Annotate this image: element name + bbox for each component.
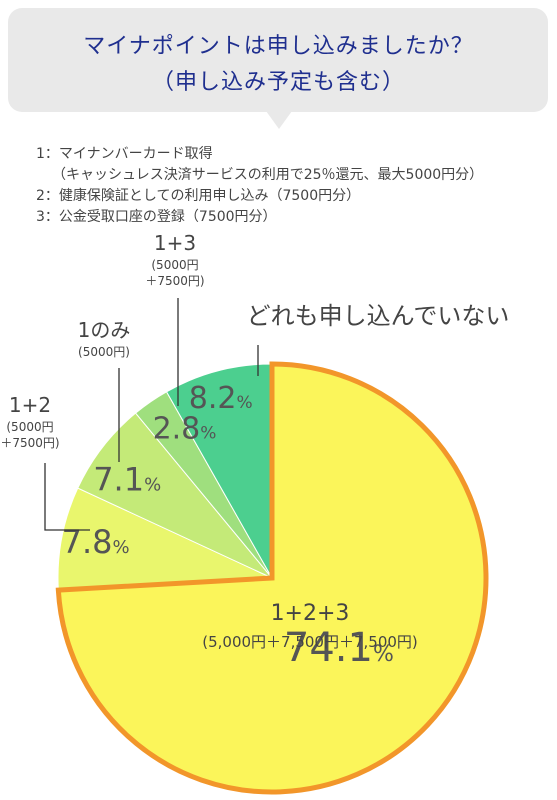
- leader-line-1: [44, 463, 90, 531]
- slice-value-2: 7.1%: [93, 461, 161, 499]
- note-item-1-detail: （キャッシュレス決済サービスの利用で25％還元、最大5000円分）: [52, 167, 484, 183]
- pie-slice-4: [165, 363, 273, 580]
- slice-label-4: どれも申し込んでいない: [247, 302, 510, 330]
- note-item-1: 1：マイナンバーカード取得: [36, 146, 213, 162]
- question-subtitle: （申し込み予定も含む）: [151, 70, 405, 95]
- slice-detail-3-1: ＋7500円): [145, 274, 204, 288]
- slice-value-4: 8.2%: [189, 381, 253, 416]
- slice-label-1: 1+2: [9, 393, 51, 417]
- slice-value-0: 74.1%: [284, 625, 394, 671]
- slice-detail-0: (5,000円＋7,500円＋7,500円): [202, 633, 418, 651]
- slice-label-2: 1のみ: [78, 318, 131, 342]
- slice-detail-1-0: (5000円: [6, 420, 53, 434]
- slice-detail-1-1: ＋7500円): [0, 436, 59, 450]
- slice-detail-2-0: (5000円): [78, 345, 130, 359]
- slice-label-0: 1+2+3: [271, 601, 350, 626]
- note-item-3: 3：公金受取口座の登録（7500円分）: [36, 209, 277, 225]
- slice-detail-3-0: (5000円: [151, 258, 198, 272]
- slice-label-3: 1+3: [154, 231, 196, 255]
- note-item-2: 2：健康保険証としての利用申し込み（7500円分）: [36, 188, 361, 204]
- question-title: マイナポイントは申し込みましたか？: [83, 34, 474, 59]
- pie-slice-0: [55, 361, 489, 795]
- slice-value-3: 2.8%: [153, 411, 217, 446]
- question-bubble-tail: [266, 111, 292, 129]
- question-bubble: [8, 8, 548, 112]
